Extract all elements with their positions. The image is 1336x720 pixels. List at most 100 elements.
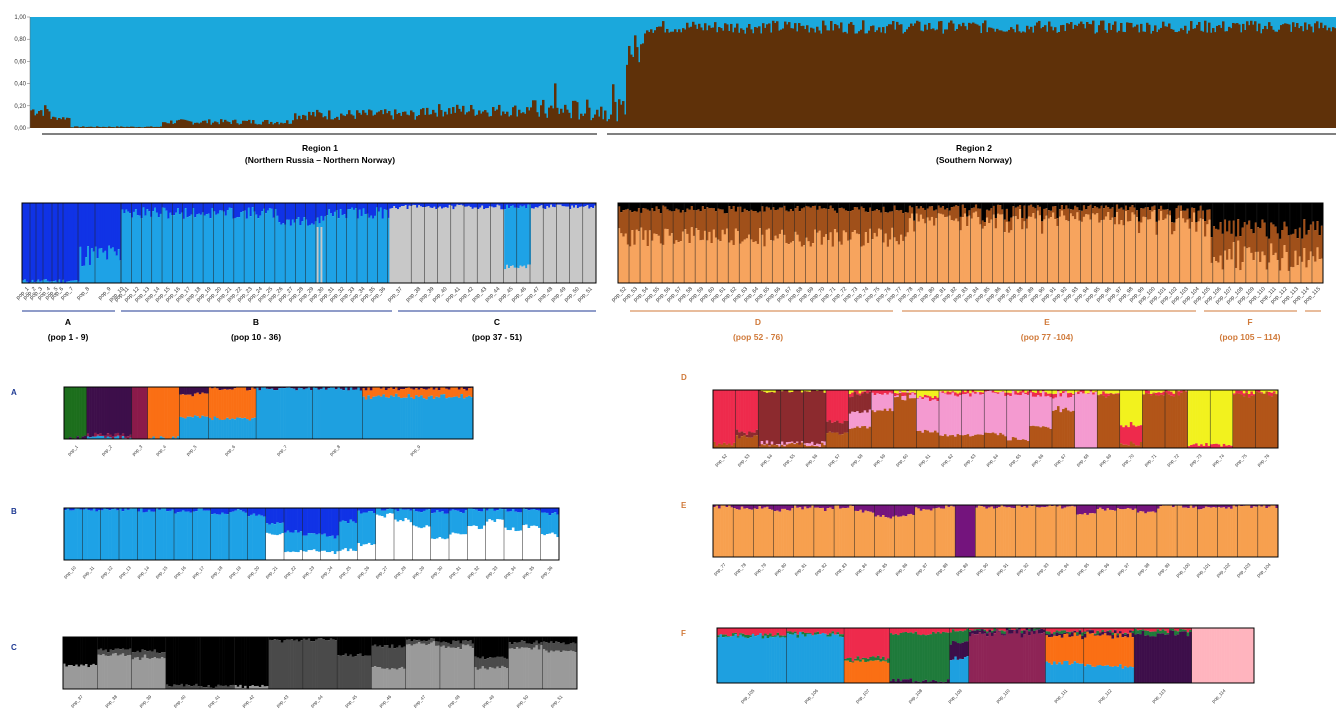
- panel-bar-seg-4: [1049, 428, 1053, 448]
- panel-bar-seg-2: [153, 657, 157, 689]
- panel-bar-seg-0: [524, 508, 528, 510]
- region1-bar-seg-2: [483, 209, 486, 283]
- panel-bar-seg-0: [1024, 390, 1028, 393]
- panel-bar-seg-2: [810, 390, 814, 442]
- region1-bar-seg-1: [176, 208, 180, 283]
- top-bar: [374, 114, 377, 128]
- panel-bar-seg-2: [447, 646, 451, 689]
- panel-bar-seg-2: [846, 421, 849, 433]
- panel-bar-seg-3: [933, 399, 937, 431]
- region2-bar-seg-2: [979, 224, 982, 283]
- panel-bar-seg-0: [548, 508, 552, 516]
- region1-bar-seg-0: [588, 203, 591, 209]
- panel-bar-seg-1: [781, 508, 784, 557]
- region2-bar-seg-2: [730, 240, 733, 283]
- panel-bar-seg-2: [800, 392, 804, 442]
- region1-bar-seg-0: [488, 203, 492, 207]
- panel-bar-seg-3: [916, 398, 920, 432]
- panel-bar-seg-1: [1267, 391, 1271, 396]
- panel-bar-seg-1: [401, 509, 405, 522]
- panel-bar-seg-2: [388, 513, 392, 560]
- panel-bar-seg-0: [1134, 390, 1138, 427]
- panel-bar-seg-1: [913, 392, 917, 395]
- panel-bar-seg-1: [74, 508, 78, 560]
- panel-bar-seg-2: [129, 434, 133, 438]
- panel-bar-seg-2: [278, 534, 282, 560]
- panel-bar-seg-0: [1260, 390, 1264, 393]
- panel-bar-seg-3: [147, 387, 151, 439]
- panel-bar-seg-4: [1104, 397, 1108, 448]
- panel-bar-seg-0: [320, 637, 323, 639]
- panel-bar-seg-0: [902, 505, 905, 516]
- panel-bar-seg-0: [85, 637, 88, 665]
- panel-bar-seg-4: [891, 411, 895, 448]
- region2-bar-seg-0: [1228, 203, 1231, 221]
- region2-bar-seg-1: [1111, 207, 1115, 218]
- panel-bar-seg-0: [435, 508, 439, 511]
- region1-bar-seg-0: [362, 203, 365, 209]
- panel-bar-seg-4: [991, 432, 995, 448]
- panel-bar-seg-2: [474, 667, 477, 689]
- top-bar: [1060, 25, 1063, 128]
- panel-bar-seg-1: [447, 642, 451, 647]
- region2-bar-seg-2: [833, 229, 837, 283]
- panel-bar-seg-0: [854, 505, 858, 511]
- panel-bar-seg-1: [231, 511, 235, 560]
- panel-bar-seg-1: [396, 511, 400, 522]
- panel-bar-seg-0: [400, 637, 404, 648]
- region2-bar-seg-2: [836, 232, 839, 283]
- panel-bar-seg-3: [1054, 397, 1058, 410]
- region2-bar-seg-2: [774, 235, 778, 283]
- panel-bar-seg-2: [417, 642, 421, 689]
- panel-bar-seg-2: [404, 518, 408, 560]
- region2-bar-seg-0: [1217, 203, 1220, 230]
- panel-bar-seg-2: [738, 432, 741, 439]
- panel-bar-seg-4: [320, 388, 323, 439]
- region2-bar-seg-1: [1305, 234, 1308, 268]
- region1-bar-seg-0: [574, 203, 578, 206]
- panel-bar-seg-4: [888, 408, 892, 448]
- region2-bar-seg-0: [1091, 203, 1095, 209]
- panel-bar-seg-1: [364, 655, 367, 689]
- panel-bar-seg-0: [823, 505, 827, 511]
- panel-bar-seg-4: [981, 434, 985, 448]
- top-bar: [94, 127, 97, 128]
- region2-bar-seg-1: [1252, 233, 1256, 261]
- panel-bar-seg-1: [748, 390, 751, 432]
- panel-bar-seg-3: [999, 391, 1003, 433]
- panel-bar-seg-0: [1170, 390, 1173, 392]
- top-bar: [680, 32, 683, 128]
- panel-bar-seg-2: [808, 391, 812, 444]
- region2-bar-seg-2: [677, 242, 681, 283]
- top-bar: [376, 112, 379, 128]
- region1-bar-seg-1: [236, 217, 239, 283]
- panel-bar-seg-0: [325, 508, 329, 537]
- region2-bar-seg-1: [699, 211, 703, 241]
- panel-bar-seg-0: [342, 637, 345, 656]
- panel-bar-seg-3: [793, 443, 797, 445]
- top-bar: [1284, 23, 1287, 128]
- top-bar: [904, 31, 907, 128]
- panel-bar-seg-0: [480, 508, 484, 512]
- panel-bar-seg-1: [101, 387, 105, 436]
- region1-bar-seg-2: [496, 204, 499, 283]
- region2-bar-seg-1: [1226, 231, 1229, 260]
- pop-label: pop_82: [814, 562, 829, 577]
- panel-bar-seg-0: [351, 637, 355, 657]
- top-bar: [360, 114, 363, 128]
- panel-bar-seg-2: [116, 432, 120, 436]
- top-bar: [202, 120, 205, 128]
- region2-bar-seg-1: [915, 206, 919, 214]
- region2-bar-seg-1: [1184, 210, 1187, 223]
- panel-bar-seg-3: [951, 392, 955, 436]
- panel-bar-seg-1: [114, 648, 118, 654]
- panel-bar-seg-1: [398, 645, 402, 669]
- region1-bar-seg-0: [372, 203, 375, 219]
- panel-bar-seg-1: [713, 390, 716, 442]
- panel-bar-seg-4: [1265, 391, 1269, 448]
- panel-bar-seg-1: [292, 387, 296, 389]
- region2-bar-seg-2: [811, 243, 815, 283]
- region1-bar-seg-1: [282, 223, 285, 283]
- panel-bar-seg-1: [190, 686, 194, 689]
- panel-bar-seg-0: [922, 505, 926, 509]
